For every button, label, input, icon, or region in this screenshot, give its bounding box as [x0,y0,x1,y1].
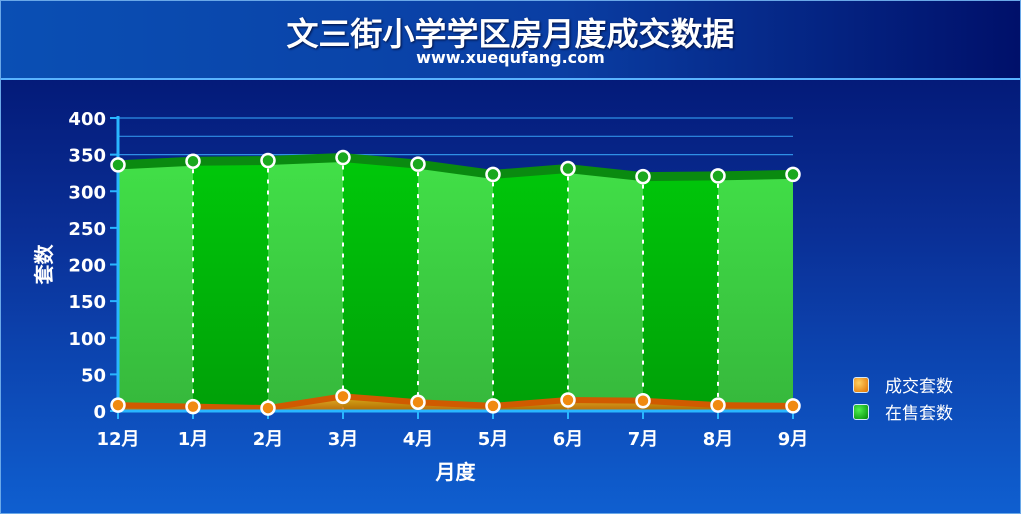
legend-swatch-deals [853,376,869,393]
x-tick-label: 6月 [553,429,584,450]
listings-point-2 [260,152,276,169]
listing-band-0 [118,157,193,411]
listing-band-3 [343,157,418,411]
x-tick-label: 5月 [478,429,509,450]
deals-point-3 [335,388,351,405]
x-tick-label: 9月 [778,429,809,450]
chart-title: 文三街小学学区房月度成交数据 [286,15,735,53]
chart-header: 文三街小学学区房月度成交数据 www.xuequfang.com [1,1,1020,80]
x-tick-label: 1月 [178,429,209,450]
deals-point-2 [260,400,276,416]
x-tick-label: 3月 [328,429,359,450]
listings-point-4 [410,156,426,172]
listing-band-4 [418,157,493,411]
chart-legend: 成交套数 在售套数 [853,371,953,425]
x-tick-label: 4月 [403,429,434,450]
y-tick-label: 400 [68,109,106,130]
y-tick-label: 300 [68,182,106,203]
chart-subtitle: www.xuequfang.com [416,48,605,67]
listing-band-7 [643,157,718,411]
deals-point-7 [635,392,651,409]
x-tick-label: 7月 [628,429,659,450]
listings-point-8 [710,168,726,184]
listings-point-7 [635,168,651,185]
y-axis-title: 套数 [32,244,56,285]
deals-point-1 [185,398,201,415]
listing-band-8 [718,157,793,411]
legend-item-deals: 成交套数 [853,371,953,398]
listings-point-3 [335,149,351,166]
x-axis-title: 月度 [435,460,477,484]
deals-point-0 [110,397,126,413]
listings-point-0 [110,157,126,173]
listing-band-1 [193,157,268,411]
y-tick-label: 150 [68,292,106,313]
listings-series-line [117,153,794,182]
listing-band-5 [493,157,568,411]
listings-point-1 [185,153,201,169]
listings-point-5 [485,166,501,183]
x-tick-label: 2月 [253,429,284,450]
legend-label-listings: 在售套数 [885,404,953,424]
deals-point-9 [785,398,801,414]
legend-item-listings: 在售套数 [853,398,953,425]
y-tick-label: 250 [68,219,106,240]
legend-swatch-listings [853,403,869,420]
y-tick-label: 0 [93,402,106,423]
deals-series-line [117,393,794,412]
y-tick-label: 200 [68,256,106,277]
listings-point-9 [785,166,801,183]
listing-band-2 [268,157,343,411]
x-tick-label: 12月 [96,429,139,450]
y-tick-label: 350 [68,146,106,167]
listings-point-6 [560,160,576,177]
x-tick-label: 8月 [703,429,734,450]
y-tick-label: 100 [68,329,106,350]
listing-band-6 [568,157,643,411]
legend-label-deals: 成交套数 [885,377,953,397]
deals-point-8 [710,397,726,413]
y-tick-label: 50 [81,365,106,386]
deals-point-4 [410,394,426,410]
deals-point-5 [485,398,501,414]
deals-point-6 [560,392,576,408]
